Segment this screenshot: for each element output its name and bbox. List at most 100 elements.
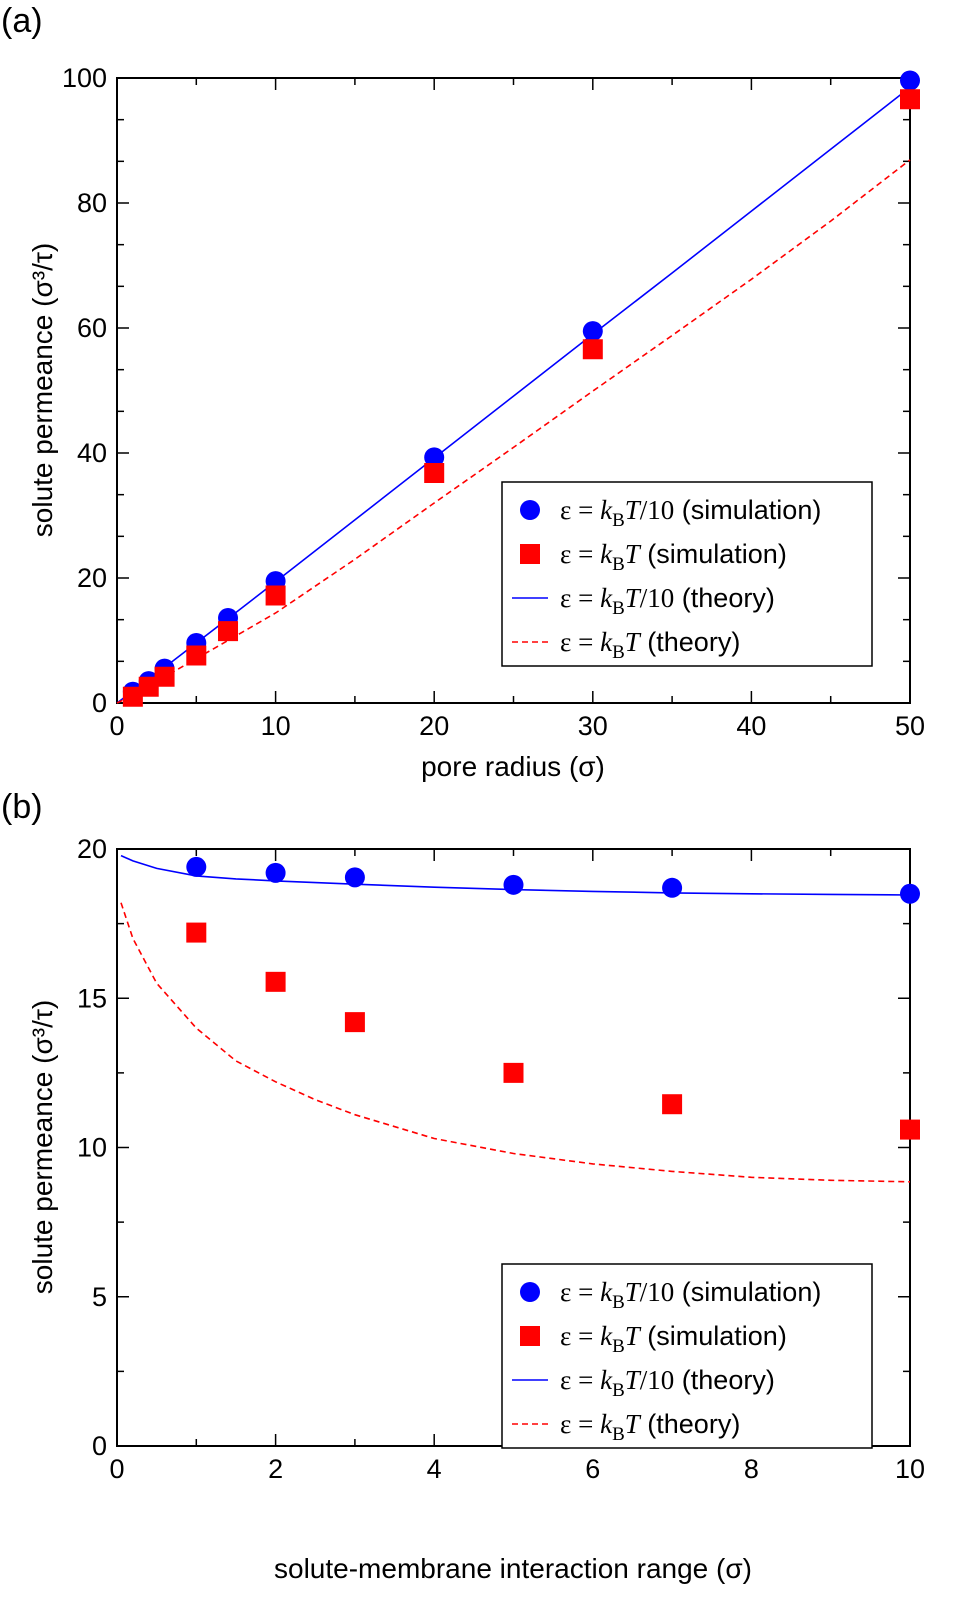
legend-ratio: /10	[640, 1277, 675, 1307]
legend-k: k	[600, 1277, 613, 1307]
data-point-square	[503, 1062, 524, 1083]
legend-T: T	[625, 1277, 642, 1307]
legend-subscript: B	[612, 1336, 625, 1357]
x-tick-label: 0	[109, 711, 124, 741]
x-tick-label: 30	[578, 711, 608, 741]
legend-label: ε = kBT/10 (theory)	[560, 1365, 775, 1401]
y-tick-label: 0	[92, 1431, 107, 1461]
x-tick-label: 4	[427, 1454, 442, 1484]
y-tick-label: 10	[77, 1133, 107, 1163]
data-point-square	[265, 971, 286, 992]
markers-0	[186, 856, 920, 904]
y-axis-label: solute permeance (σ³/τ)	[27, 243, 58, 537]
legend-T: T	[625, 1365, 642, 1395]
x-tick-label: 2	[268, 1454, 283, 1484]
data-point-circle	[503, 874, 524, 895]
x-tick-label: 40	[736, 711, 766, 741]
legend-kind: (simulation)	[640, 539, 787, 569]
data-point-square	[582, 339, 603, 360]
y-tick-label: 15	[77, 983, 107, 1013]
legend-epsilon: ε =	[560, 1321, 600, 1351]
legend-symbol-circle	[520, 1282, 540, 1302]
legend-box	[501, 1263, 873, 1449]
theory-dashed-line	[120, 902, 911, 1183]
legend-T: T	[625, 583, 642, 613]
legend-ratio: /10	[640, 495, 675, 525]
markers-1	[186, 922, 920, 1140]
panel-a: (a) 0 10 20 30 40 50 0 20 40 60 80 100 pore radius (σ…	[1, 2, 925, 782]
legend-kind: (theory)	[674, 1365, 775, 1395]
legend-kind: (simulation)	[674, 495, 821, 525]
legend-k: k	[600, 627, 613, 657]
data-point-circle	[582, 321, 603, 342]
legend-symbol-square	[520, 1326, 540, 1346]
legend-label: ε = kBT (theory)	[560, 627, 740, 663]
series-3	[120, 902, 911, 1183]
legend-epsilon: ε =	[560, 1409, 600, 1439]
y-tick-label: 0	[92, 688, 107, 718]
legend-label: ε = kBT/10 (theory)	[560, 583, 775, 619]
panel-b: (b) 0 2 4 6 8 10 0 5 10 15 20 solute-membrane intera…	[1, 788, 925, 1584]
legend-symbol-circle	[520, 500, 540, 520]
legend: ε = kBT/10 (simulation)ε = kBT (simulati…	[501, 1263, 873, 1449]
legend-subscript: B	[612, 1424, 625, 1445]
data-point-square	[344, 1012, 365, 1033]
legend-symbol-square	[520, 544, 540, 564]
y-tick-label: 40	[77, 438, 107, 468]
legend-k: k	[600, 539, 613, 569]
legend-label: ε = kBT (simulation)	[560, 539, 787, 575]
y-tick-label: 20	[77, 563, 107, 593]
x-tick-label: 50	[895, 711, 925, 741]
legend-kind: (simulation)	[674, 1277, 821, 1307]
legend-label: ε = kBT/10 (simulation)	[560, 1277, 821, 1313]
data-point-circle	[900, 70, 920, 91]
legend-T: T	[625, 627, 642, 657]
legend-k: k	[600, 1365, 613, 1395]
data-point-square	[900, 89, 920, 110]
data-point-square	[154, 666, 175, 687]
data-point-square	[138, 676, 159, 697]
markers-1	[122, 89, 920, 707]
legend-box	[501, 481, 873, 667]
data-point-circle	[424, 447, 445, 468]
y-tick-label: 5	[92, 1282, 107, 1312]
series-2	[120, 854, 911, 896]
legend: ε = kBT/10 (simulation)ε = kBT (simulati…	[501, 481, 873, 667]
data-point-square	[424, 463, 445, 483]
legend-label: ε = kBT (theory)	[560, 1409, 740, 1445]
legend-T: T	[625, 495, 642, 525]
data-point-circle	[344, 867, 365, 888]
legend-subscript: B	[612, 510, 625, 531]
legend-kind: (theory)	[640, 1409, 741, 1439]
legend-subscript: B	[612, 554, 625, 575]
data-point-square	[265, 585, 286, 606]
data-point-square	[900, 1119, 920, 1140]
data-point-circle	[186, 856, 207, 877]
legend-ratio: /10	[640, 583, 675, 613]
y-tick-label: 100	[62, 63, 107, 93]
legend-label: ε = kBT (simulation)	[560, 1321, 787, 1357]
legend-label: ε = kBT/10 (simulation)	[560, 495, 821, 531]
legend-kind: (simulation)	[640, 1321, 787, 1351]
panel-label: (b)	[1, 788, 43, 826]
legend-epsilon: ε =	[560, 539, 600, 569]
panel-label: (a)	[1, 2, 43, 40]
data-point-circle	[265, 862, 286, 883]
data-point-circle	[662, 877, 683, 898]
data-point-circle	[900, 883, 920, 904]
legend-subscript: B	[612, 1292, 625, 1313]
x-tick-label: 0	[109, 1454, 124, 1484]
legend-T: T	[625, 1321, 642, 1351]
data-point-square	[218, 621, 239, 642]
x-tick-label: 6	[585, 1454, 600, 1484]
legend-epsilon: ε =	[560, 627, 600, 657]
legend-ratio: /10	[640, 1365, 675, 1395]
x-tick-label: 8	[744, 1454, 759, 1484]
legend-epsilon: ε =	[560, 495, 600, 525]
legend-T: T	[625, 539, 642, 569]
x-axis-label: solute-membrane interaction range (σ)	[274, 1553, 752, 1584]
legend-k: k	[600, 583, 613, 613]
legend-subscript: B	[612, 1380, 625, 1401]
legend-k: k	[600, 1409, 613, 1439]
